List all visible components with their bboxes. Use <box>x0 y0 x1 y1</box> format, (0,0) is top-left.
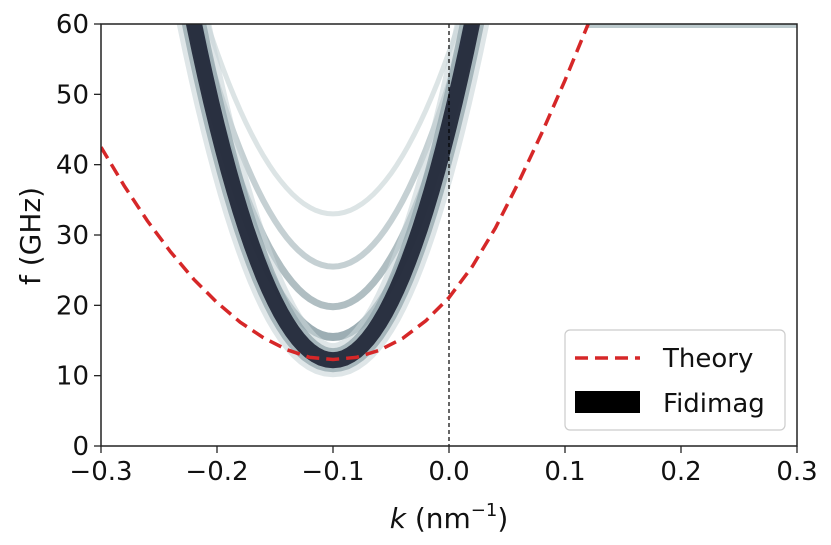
y-tick-label: 60 <box>56 10 89 40</box>
x-tick-label: 0.1 <box>544 457 585 487</box>
legend-fidimag-swatch <box>575 391 640 413</box>
y-tick-label: 0 <box>72 432 89 462</box>
legend-theory-label: Theory <box>662 344 753 374</box>
x-axis-unit-suffix: ) <box>497 502 508 535</box>
x-tick-label: 0.0 <box>428 457 469 487</box>
legend: Theory Fidimag <box>564 329 786 431</box>
x-axis: −0.3 −0.2 −0.1 0.0 0.1 0.2 0.3 <box>69 446 818 487</box>
x-tick-label: −0.3 <box>69 457 132 487</box>
y-tick-label: 50 <box>56 80 89 110</box>
x-axis-unit-exponent: −1 <box>471 500 498 521</box>
y-tick-label: 10 <box>56 362 89 392</box>
legend-fidimag-label: Fidimag <box>663 389 765 419</box>
x-tick-label: −0.1 <box>301 457 364 487</box>
x-tick-label: 0.2 <box>660 457 701 487</box>
y-tick-label: 30 <box>56 221 89 251</box>
y-axis-title: f (GHz) <box>14 187 47 285</box>
x-tick-label: 0.3 <box>776 457 817 487</box>
theory-curve <box>101 24 590 362</box>
x-axis-unit-prefix: (nm <box>406 502 471 535</box>
x-tick-label: −0.2 <box>185 457 248 487</box>
y-tick-label: 20 <box>56 291 89 321</box>
y-tick-label: 40 <box>56 151 89 181</box>
x-axis-variable: k <box>390 502 408 535</box>
y-axis: 0 10 20 30 40 50 60 <box>56 10 101 462</box>
x-axis-title: k (nm−1) <box>390 500 509 535</box>
fidimag-mode <box>204 24 462 217</box>
